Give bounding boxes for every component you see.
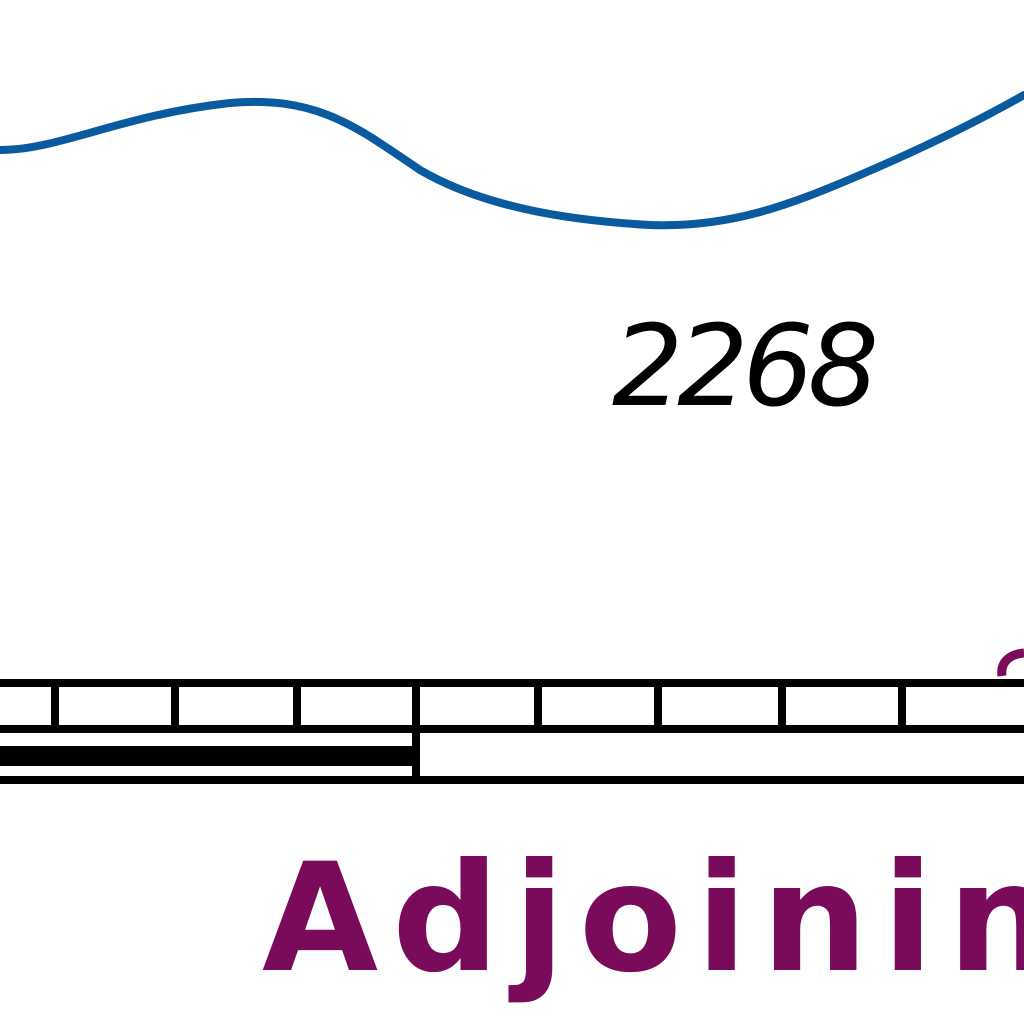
elevation-label: 2268 (612, 302, 875, 432)
region-label: Adjoining (262, 832, 1024, 1006)
scale-bar (0, 679, 1024, 784)
contour-line (0, 91, 1024, 230)
clipped-label-fragment (997, 648, 1024, 677)
